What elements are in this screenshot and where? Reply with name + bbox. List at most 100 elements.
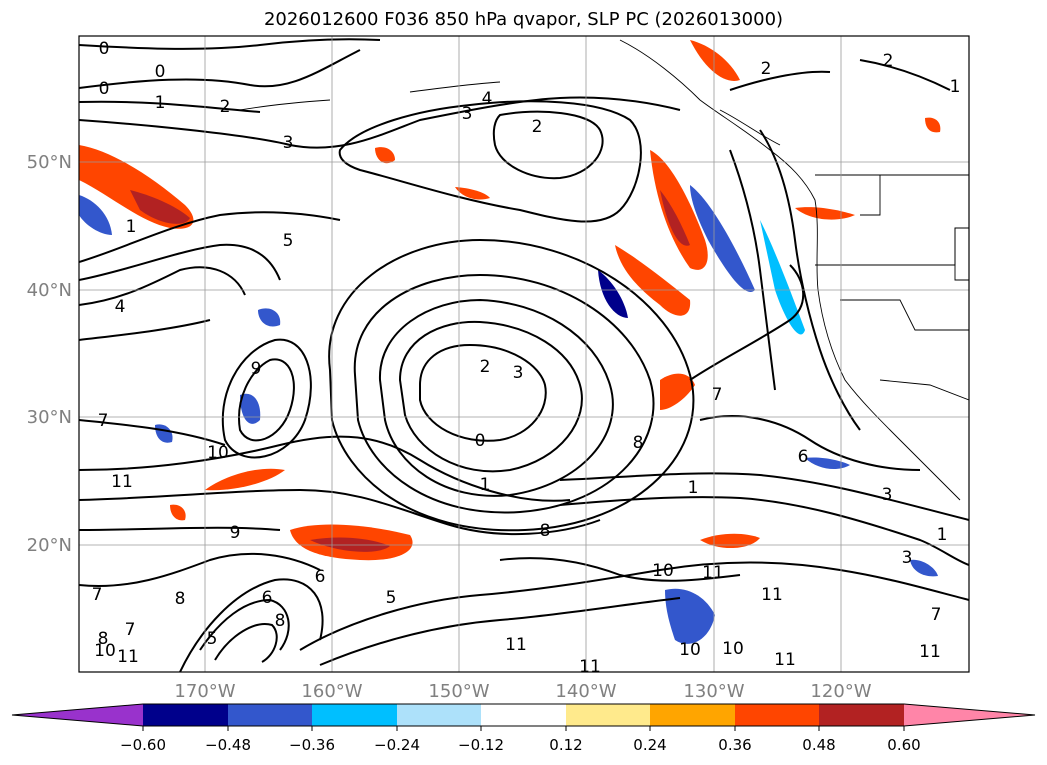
slp-contour bbox=[79, 96, 681, 149]
slp-contour bbox=[319, 597, 681, 666]
contour-label: 0 bbox=[155, 62, 166, 82]
slp-contour bbox=[559, 496, 969, 566]
colorbar-segment bbox=[650, 704, 735, 726]
colorbar-tick-label: 0.60 bbox=[887, 736, 920, 754]
colorbar-segment bbox=[735, 704, 819, 726]
slp-contour bbox=[79, 419, 226, 446]
contour-label: 1 bbox=[688, 478, 699, 498]
slp-contour bbox=[79, 552, 321, 587]
contour-label: 6 bbox=[315, 567, 326, 587]
colorbar-ticks bbox=[142, 726, 905, 731]
contour-label: 9 bbox=[251, 359, 262, 379]
contour-label: 10 bbox=[679, 640, 701, 660]
lon-label: 170°W bbox=[174, 681, 235, 702]
lon-label: 150°W bbox=[428, 681, 489, 702]
colorbar-extend-left bbox=[12, 704, 143, 726]
qvapor-positive-region bbox=[170, 504, 186, 521]
slp-contour bbox=[353, 273, 655, 514]
contour-label: 7 bbox=[98, 411, 109, 431]
contour-label: 8 bbox=[275, 611, 286, 631]
contour-label: 2 bbox=[532, 117, 543, 137]
contour-label: 3 bbox=[462, 104, 473, 124]
qvapor-positive-region bbox=[660, 190, 690, 246]
slp-contour bbox=[559, 472, 969, 521]
qvapor-positive-region bbox=[795, 207, 855, 220]
lon-label: 130°W bbox=[683, 681, 744, 702]
contour-label: 1 bbox=[126, 217, 137, 237]
qvapor-positive-region bbox=[925, 117, 941, 133]
colorbar-tick-label: −0.12 bbox=[458, 736, 504, 754]
slp-contour bbox=[699, 415, 921, 471]
slp-contours bbox=[79, 38, 969, 672]
contour-label: 4 bbox=[482, 89, 493, 109]
contour-label: 8 bbox=[633, 433, 644, 453]
contour-label: 11 bbox=[919, 642, 941, 662]
colorbar: −0.60 −0.48 −0.36 −0.24 −0.12 0.12 0.24 … bbox=[11, 703, 1036, 754]
contour-label: 0 bbox=[99, 79, 110, 99]
colorbar-tick-label: −0.36 bbox=[289, 736, 335, 754]
slp-contour bbox=[79, 49, 361, 89]
colorbar-segment bbox=[481, 704, 566, 726]
colorbar-segment bbox=[566, 704, 650, 726]
colorbar-tick-label: −0.60 bbox=[120, 736, 166, 754]
contour-label: 2 bbox=[220, 97, 231, 117]
qvapor-negative-region bbox=[665, 588, 715, 644]
slp-contour bbox=[79, 100, 261, 113]
contour-label: 3 bbox=[283, 133, 294, 153]
slp-contour bbox=[79, 211, 341, 263]
qvapor-negative-region bbox=[79, 195, 112, 235]
slp-contour bbox=[79, 526, 281, 531]
colorbar-tick-label: −0.48 bbox=[205, 736, 251, 754]
colorbar-tick-label: 0.36 bbox=[718, 736, 751, 754]
coastline bbox=[719, 109, 781, 146]
slp-contour bbox=[338, 100, 642, 223]
lat-label: 50°N bbox=[27, 152, 72, 173]
contour-label: 7 bbox=[125, 620, 136, 640]
qvapor-positive-region bbox=[690, 40, 740, 81]
contour-label: 11 bbox=[761, 585, 783, 605]
colorbar-segment bbox=[228, 704, 312, 726]
slp-contour bbox=[492, 110, 604, 180]
map-frame bbox=[78, 35, 970, 673]
qvapor-positive-region bbox=[455, 187, 490, 200]
slp-contour bbox=[499, 557, 741, 582]
lat-label: 40°N bbox=[27, 280, 72, 301]
qvapor-positive-region bbox=[650, 150, 708, 270]
lon-axis: 170°W 160°W 150°W 140°W 130°W 120°W bbox=[174, 681, 871, 702]
slp-contour bbox=[179, 578, 324, 672]
qvapor-negative-region bbox=[258, 308, 281, 327]
contour-label: 8 bbox=[175, 589, 186, 609]
qvapor-positive-region bbox=[700, 533, 760, 549]
slp-contour bbox=[79, 243, 281, 281]
slp-contour bbox=[859, 59, 951, 91]
qvapor-negative-region bbox=[240, 393, 261, 424]
contour-label: 9 bbox=[230, 523, 241, 543]
slp-contour bbox=[79, 488, 601, 536]
contour-label: 10 bbox=[652, 561, 674, 581]
qvapor-negative-region bbox=[910, 559, 938, 577]
contour-label: 7 bbox=[712, 385, 723, 405]
lat-label: 30°N bbox=[27, 407, 72, 428]
contour-label: 3 bbox=[513, 363, 524, 383]
slp-contour bbox=[328, 238, 695, 532]
contour-label: 1 bbox=[950, 77, 961, 97]
colorbar-segment bbox=[819, 704, 904, 726]
lat-label: 20°N bbox=[27, 535, 72, 556]
slp-contour bbox=[199, 598, 290, 651]
slp-contour bbox=[79, 266, 246, 306]
qvapor-negative-region bbox=[690, 185, 755, 292]
qvapor-positive-region bbox=[660, 373, 695, 410]
contour-label: 10 bbox=[722, 639, 744, 659]
colorbar-tick-label: 0.12 bbox=[549, 736, 582, 754]
colorbar-tick-label: −0.24 bbox=[374, 736, 420, 754]
contour-label: 5 bbox=[207, 629, 218, 649]
contour-label: 6 bbox=[798, 447, 809, 467]
state-border bbox=[879, 379, 969, 401]
qvapor-negative-region bbox=[760, 220, 805, 335]
contour-label: 3 bbox=[902, 548, 913, 568]
contour-label: 10 bbox=[94, 641, 116, 661]
plot-background bbox=[79, 36, 969, 672]
coastline bbox=[239, 99, 331, 111]
contour-label: 0 bbox=[99, 39, 110, 59]
